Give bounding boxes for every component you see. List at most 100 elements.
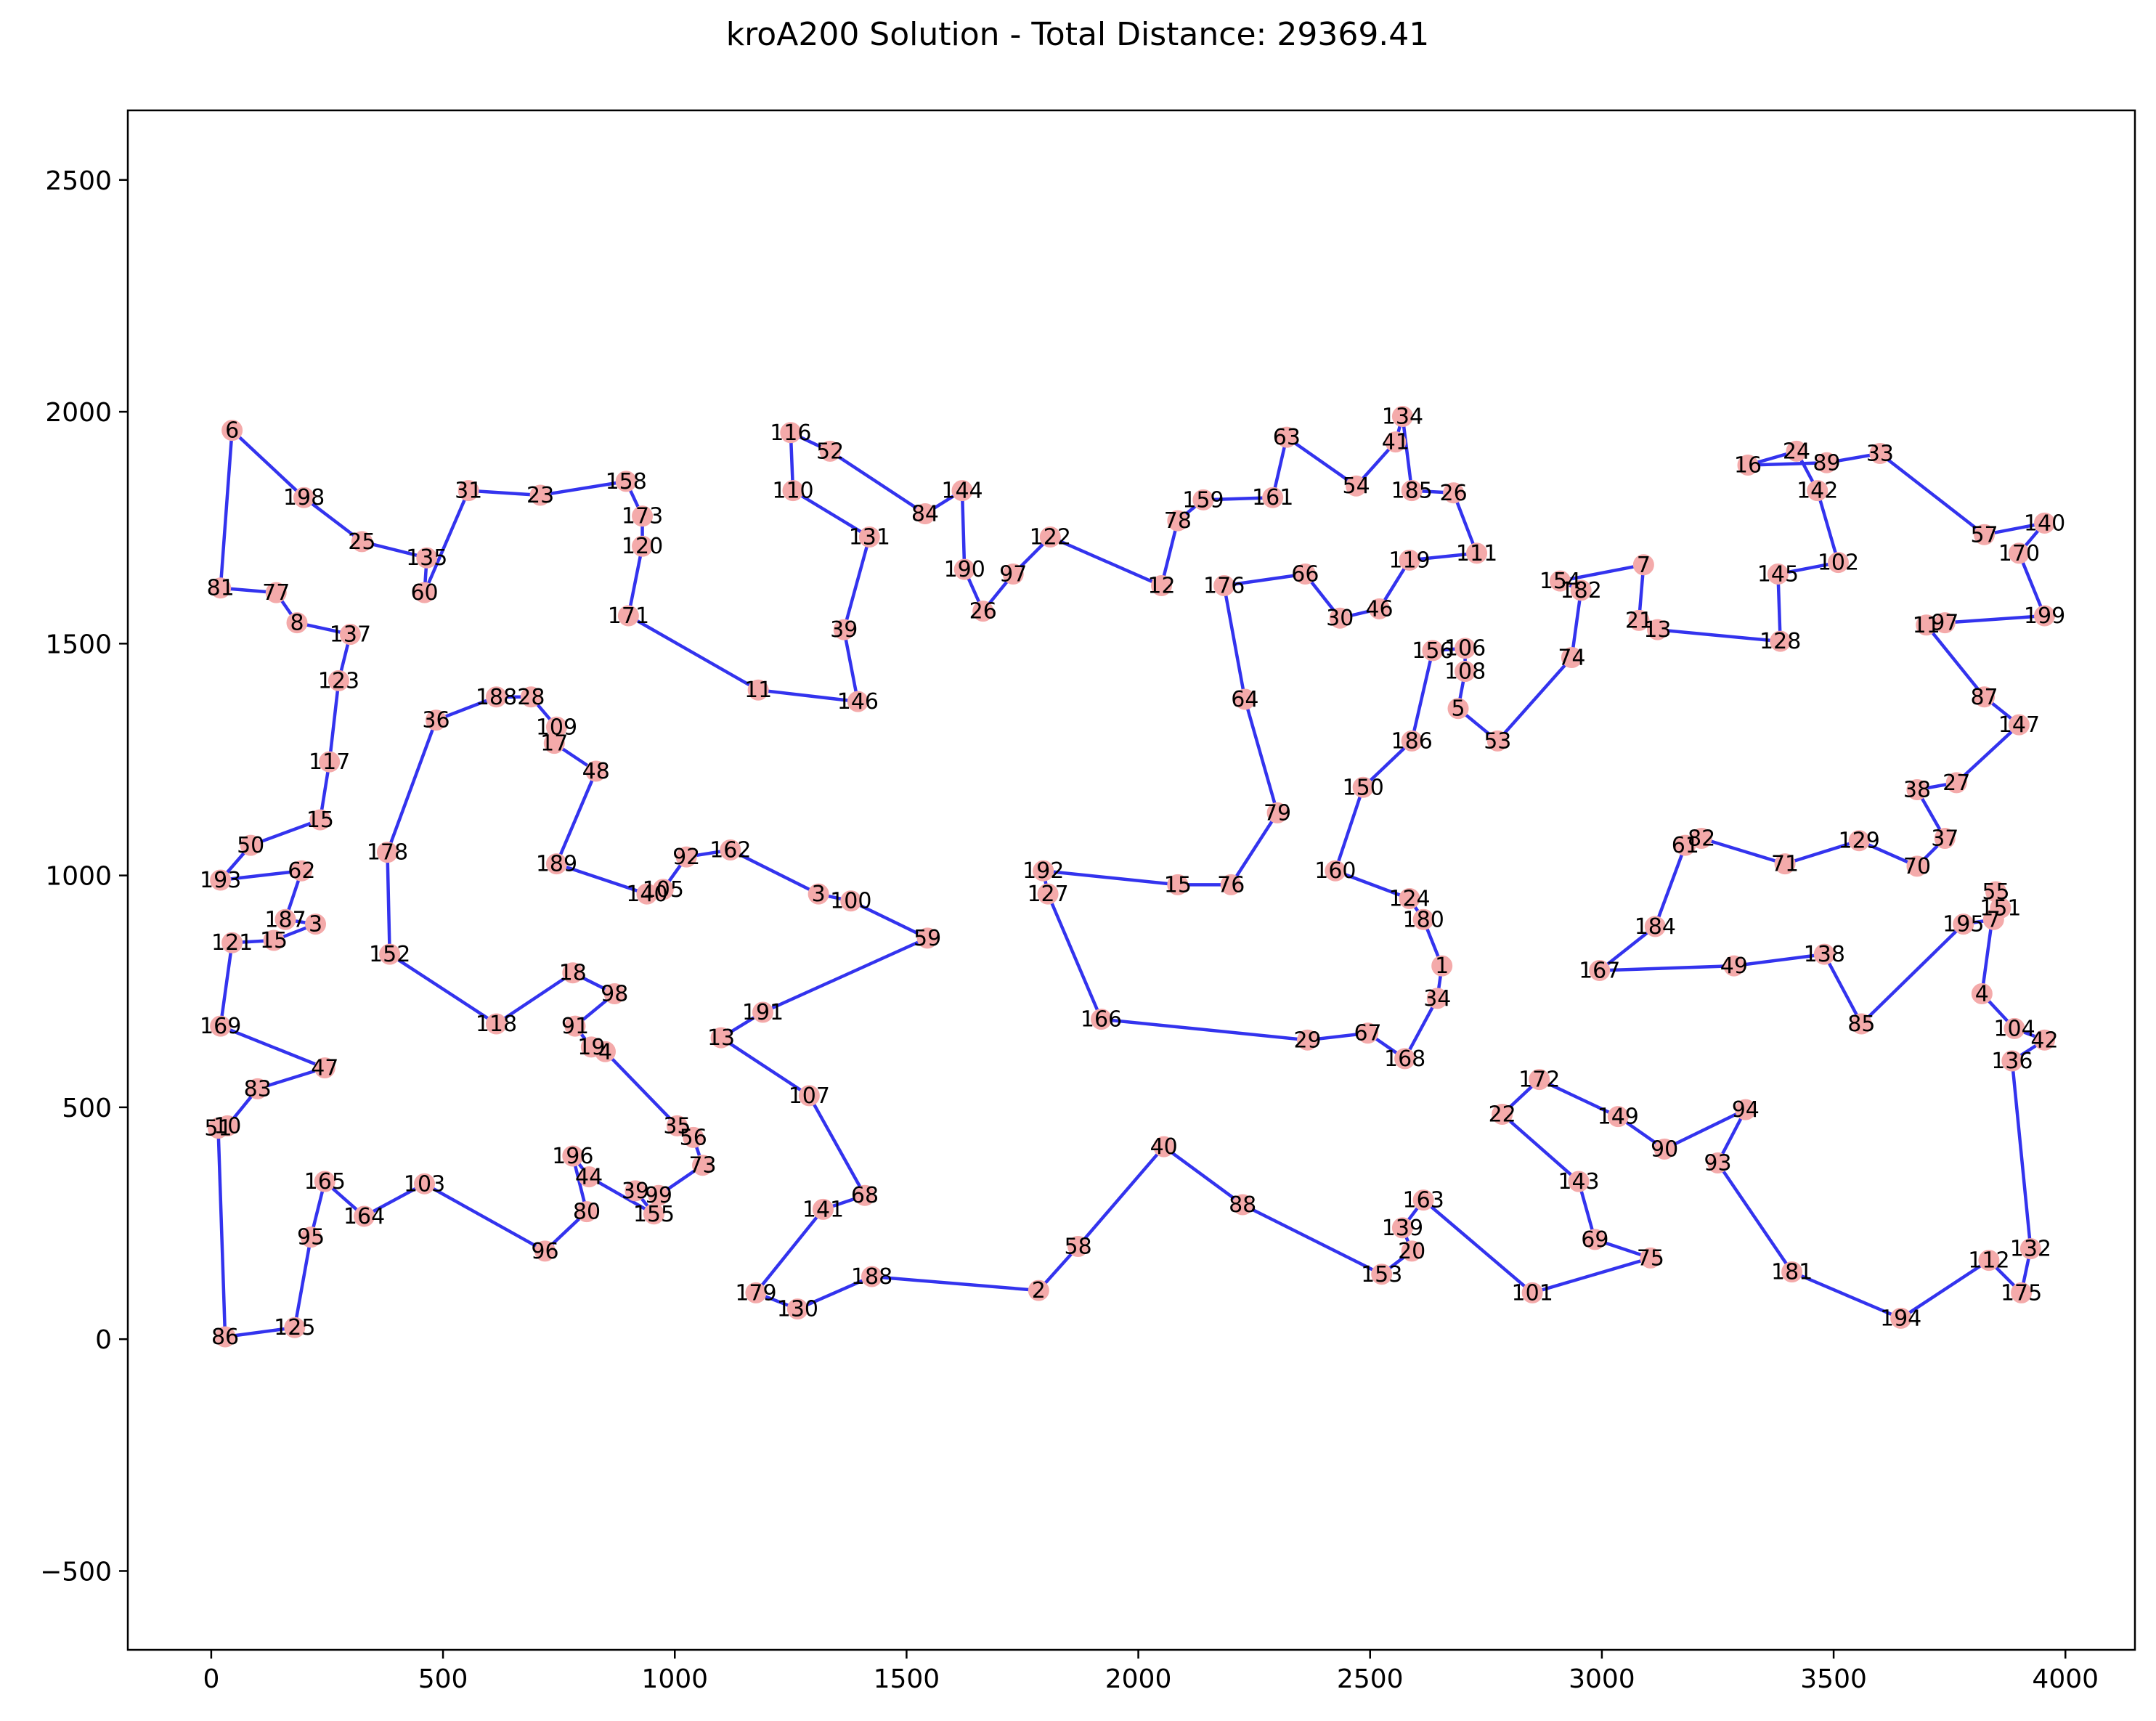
city-node-label: 188 — [851, 1264, 892, 1290]
tour-edge — [1598, 964, 1736, 972]
city-node-label: 134 — [1382, 404, 1423, 429]
city-node — [1492, 1103, 1513, 1125]
city-node-label: 63 — [1273, 425, 1301, 450]
city-node — [1447, 698, 1469, 720]
tour-edge — [538, 479, 628, 497]
city-node — [1628, 609, 1650, 631]
city-node-label: 105 — [643, 877, 684, 903]
city-node-label: 88 — [1229, 1192, 1256, 1218]
city-node — [1869, 443, 1891, 465]
tour-edge — [1285, 435, 1358, 488]
city-node — [2008, 714, 2030, 736]
city-node-label: 51 — [204, 1116, 232, 1142]
city-node-label: 179 — [735, 1280, 776, 1306]
city-node — [632, 535, 654, 557]
city-node-label: 154 — [1539, 569, 1581, 594]
city-node — [1653, 1138, 1675, 1160]
city-node — [617, 605, 639, 627]
tour-edge — [1240, 1203, 1383, 1277]
city-node — [1584, 1229, 1606, 1250]
city-node — [247, 1078, 269, 1099]
tour-edge — [1403, 996, 1439, 1061]
city-node — [780, 422, 802, 444]
tour-edge — [1041, 868, 1180, 887]
city-node-label: 168 — [1384, 1046, 1425, 1072]
city-node-label: 184 — [1635, 914, 1676, 940]
city-node — [1033, 860, 1054, 882]
city-node-label: 147 — [1998, 712, 2040, 738]
city-node — [1827, 552, 1849, 574]
city-node-label: 194 — [1880, 1306, 1921, 1331]
city-node — [1781, 1261, 1803, 1283]
city-node-label: 4 — [598, 1039, 612, 1065]
city-node-label: 16 — [1734, 452, 1762, 478]
city-node — [210, 869, 232, 891]
city-node-label: 36 — [422, 708, 449, 733]
x-tick-label: 4000 — [2032, 1664, 2099, 1694]
city-node — [425, 709, 447, 731]
city-node — [562, 1145, 584, 1167]
city-node-label: 98 — [601, 981, 628, 1006]
x-tick-label: 3500 — [1800, 1664, 1867, 1694]
city-node-label: 106 — [1444, 636, 1486, 662]
city-node-label: 170 — [1998, 541, 2040, 566]
city-node-label: 35 — [663, 1113, 691, 1139]
x-tick-label: 500 — [418, 1664, 468, 1694]
city-node — [274, 908, 296, 930]
city-node-label: 166 — [1081, 1007, 1122, 1033]
city-node — [210, 577, 232, 599]
city-node-label: 26 — [1440, 481, 1468, 506]
axes-frame — [126, 109, 2136, 1651]
city-node-label: 30 — [1326, 606, 1354, 631]
city-node — [529, 484, 551, 506]
city-node-label: 39 — [622, 1179, 649, 1204]
tour-edge — [627, 544, 644, 618]
tour-edge — [248, 818, 322, 847]
city-node-label: 13 — [1643, 617, 1671, 643]
city-node-label: 48 — [582, 759, 610, 784]
tour-edge — [1746, 461, 1828, 467]
city-node — [1974, 524, 1996, 545]
city-node-label: 131 — [849, 524, 890, 550]
city-node-label: 2 — [1032, 1278, 1046, 1303]
city-node — [1978, 1250, 2000, 1272]
city-node — [1561, 646, 1582, 668]
city-node-label: 62 — [288, 858, 315, 884]
city-node — [1529, 1069, 1550, 1091]
city-node — [808, 883, 829, 905]
city-node — [2001, 1050, 2023, 1072]
city-node-label: 140 — [626, 882, 667, 907]
city-node-label: 46 — [1365, 596, 1393, 622]
tour-edge — [1201, 495, 1274, 502]
city-node — [1723, 955, 1745, 977]
city-node — [1167, 874, 1189, 895]
city-node — [1916, 614, 1937, 636]
city-node — [585, 760, 607, 782]
city-node-label: 25 — [348, 529, 375, 555]
x-axis-ticks: 0 500 1000 1500 2000 2500 3000 3500 4000 — [203, 1650, 2099, 1694]
city-node — [534, 1240, 556, 1262]
city-node-label: 132 — [2010, 1237, 2051, 1262]
city-node-label: 95 — [297, 1225, 325, 1250]
city-node — [1735, 1099, 1757, 1120]
city-node — [603, 982, 625, 1004]
city-node-label: 38 — [1903, 777, 1931, 802]
tour-edge — [728, 848, 821, 896]
city-node-label: 33 — [1866, 442, 1894, 467]
city-node-label: 54 — [1342, 473, 1370, 499]
city-node-label: 99 — [645, 1183, 672, 1208]
city-node-label: 187 — [264, 907, 306, 932]
city-node-label: 78 — [1164, 508, 1192, 534]
city-node — [1774, 853, 1796, 875]
city-node-label: 53 — [1484, 728, 1511, 754]
city-node — [545, 716, 567, 738]
city-node — [457, 480, 479, 502]
city-node — [2004, 1017, 2025, 1039]
city-node — [1934, 828, 1956, 850]
tour-edge — [423, 1182, 547, 1253]
city-node-label: 57 — [1970, 522, 1998, 548]
city-node — [625, 1180, 646, 1202]
city-node — [1234, 688, 1256, 710]
city-node-label: 195 — [1943, 912, 1984, 937]
